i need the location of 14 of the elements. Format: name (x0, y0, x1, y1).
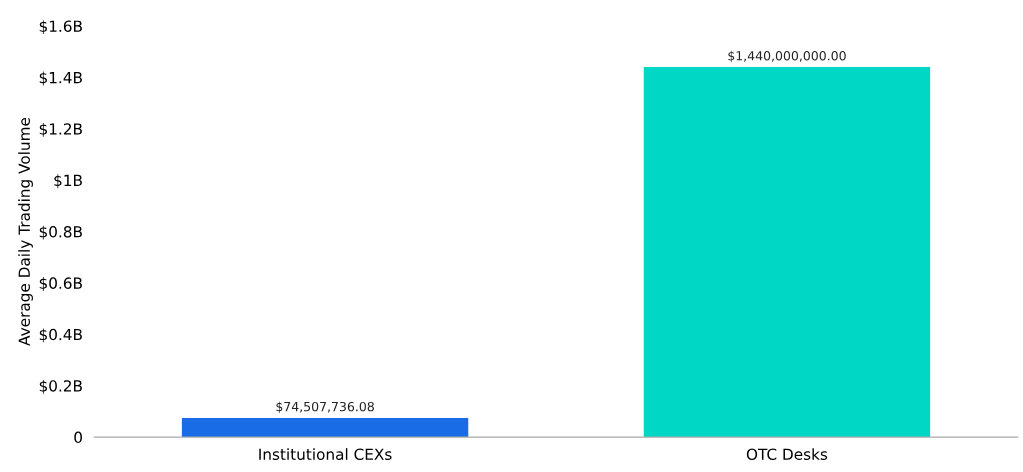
data-label: $74,507,736.08 (276, 401, 374, 413)
y-axis-title: Average Daily Trading Volume (18, 117, 33, 346)
y-tick-label: 0 (74, 431, 82, 444)
data-label: $1,440,000,000.00 (728, 50, 846, 63)
y-tick-label: $0.6B (39, 277, 82, 291)
y-tick-label: $1B (54, 174, 82, 189)
x-tick-label: OTC Desks (746, 448, 828, 461)
y-tick-label: $0.4B (39, 328, 82, 343)
y-tick-label: $1.2B (39, 122, 82, 137)
y-tick-label: $0.2B (39, 379, 82, 394)
y-tick-label: $0.8B (39, 225, 82, 240)
x-tick-label: Institutional CEXs (259, 448, 392, 461)
y-tick-label: $1.4B (39, 71, 82, 86)
y-tick-label: $1.6B (39, 20, 82, 35)
